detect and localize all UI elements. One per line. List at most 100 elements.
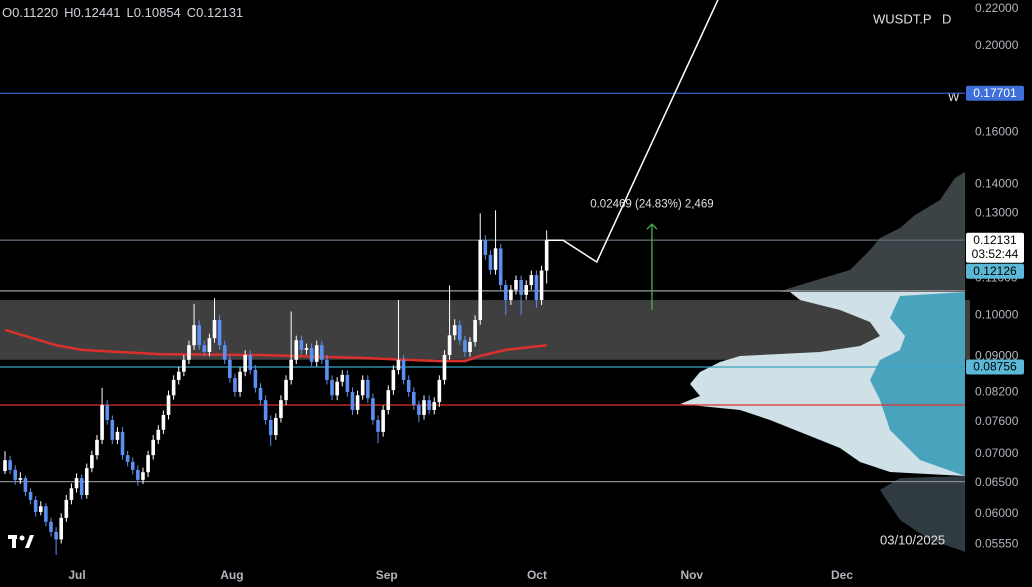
candle-body xyxy=(79,478,84,495)
plot-back xyxy=(0,300,970,360)
candle-body xyxy=(498,248,503,286)
candle-body xyxy=(95,439,99,456)
candle-body xyxy=(69,488,74,500)
candle-body xyxy=(432,402,437,410)
candle-body xyxy=(33,499,38,513)
y-tick-label: 0.16000 xyxy=(975,125,1019,139)
candle-body xyxy=(238,371,242,393)
volume-profile xyxy=(680,172,965,552)
candle-body xyxy=(115,431,120,440)
candle-body xyxy=(176,371,181,380)
candle-body xyxy=(473,320,477,342)
price-label-box xyxy=(966,263,1024,279)
candle-body xyxy=(192,325,196,346)
candle-body xyxy=(54,531,58,540)
ohlc-value: 0.11220 xyxy=(12,5,58,20)
candle-body xyxy=(166,395,171,415)
candle-body xyxy=(3,460,7,472)
price-label-box xyxy=(966,85,1024,101)
candle-body xyxy=(171,379,176,396)
candle-body xyxy=(524,285,529,295)
candle-body xyxy=(401,359,406,380)
ohlc-value: 0.12441 xyxy=(74,5,121,20)
candle-body xyxy=(417,405,421,415)
candle-body xyxy=(49,521,53,532)
candle-body xyxy=(457,325,462,341)
date-label: 03/10/2025 xyxy=(880,532,945,547)
candle-body xyxy=(197,325,201,346)
projection-line xyxy=(546,0,719,264)
measure-label: 0.02469 (24.83%) 2,469 xyxy=(590,198,713,210)
candle-body xyxy=(309,348,314,362)
candle-body xyxy=(248,355,253,370)
y-tick-label: 0.13000 xyxy=(975,205,1019,219)
ohlc-key: H xyxy=(64,5,73,20)
candle-body xyxy=(182,359,186,372)
candle-body xyxy=(447,335,452,356)
candle-body xyxy=(304,348,309,350)
candle-body xyxy=(110,419,115,440)
candle-body xyxy=(100,405,104,440)
candle-body xyxy=(514,280,518,290)
x-tick-label: Aug xyxy=(220,568,243,582)
candle-body xyxy=(452,325,457,336)
measure-arrowhead xyxy=(646,223,658,230)
price-label: 0.17701 xyxy=(973,86,1017,100)
candle-body xyxy=(529,275,534,286)
x-tick-label: Sep xyxy=(376,568,398,582)
candle-body xyxy=(13,469,18,480)
price-label-box xyxy=(966,232,1024,263)
candle-body xyxy=(263,400,268,420)
candle-body xyxy=(539,270,544,301)
price-countdown: 03:52:44 xyxy=(972,247,1019,261)
ohlc-legend: O0.11220 H0.12441 L0.10854 C0.12131 xyxy=(2,5,243,20)
candle-body xyxy=(28,491,33,500)
candle-body xyxy=(396,359,401,370)
candle-body xyxy=(156,429,161,440)
ohlc-value: 0.10854 xyxy=(134,5,181,20)
candle-body xyxy=(243,355,247,372)
y-tick-label: 0.07600 xyxy=(975,414,1019,428)
candle-body xyxy=(340,374,345,382)
candle-body xyxy=(59,517,64,540)
candle-body xyxy=(258,387,263,401)
y-tick-label: 0.06500 xyxy=(975,475,1019,489)
y-tick-label: 0.06000 xyxy=(975,506,1019,520)
candle-body xyxy=(544,240,549,271)
candle-body xyxy=(483,239,488,255)
candle-body xyxy=(360,379,365,396)
candle-body xyxy=(90,455,94,469)
symbol: WUSDT.P xyxy=(873,11,932,26)
candle-body xyxy=(274,417,278,436)
y-tick-label: 0.07000 xyxy=(975,446,1019,460)
candle-body xyxy=(391,369,396,391)
candle-body xyxy=(463,340,467,352)
candle-body xyxy=(217,320,222,346)
candle-body xyxy=(335,381,339,396)
candle-body xyxy=(386,390,391,410)
candle-body xyxy=(488,254,493,270)
candle-body xyxy=(120,431,125,456)
candle-body xyxy=(503,285,508,301)
candle-body xyxy=(18,478,23,480)
x-tick-label: Jul xyxy=(68,568,85,582)
candle-body xyxy=(345,374,350,393)
candle-body xyxy=(212,320,217,339)
candle-body xyxy=(38,506,43,513)
secondary-label: W xyxy=(948,90,960,104)
candle-body xyxy=(130,461,135,470)
y-tick-label: 0.10000 xyxy=(975,307,1019,321)
candle-body xyxy=(161,414,166,430)
candle-body xyxy=(437,379,442,403)
ohlc-value: 0.12131 xyxy=(196,5,243,20)
candle-body xyxy=(412,392,416,406)
candle-body xyxy=(330,379,334,396)
y-tick-label: 0.20000 xyxy=(975,38,1019,52)
candle-body xyxy=(228,359,232,379)
candle-body xyxy=(427,400,431,410)
candle-body xyxy=(187,345,191,360)
candle-body xyxy=(233,378,237,393)
candle-body xyxy=(268,419,273,436)
candle-body xyxy=(74,478,79,489)
candle-body xyxy=(381,409,385,432)
